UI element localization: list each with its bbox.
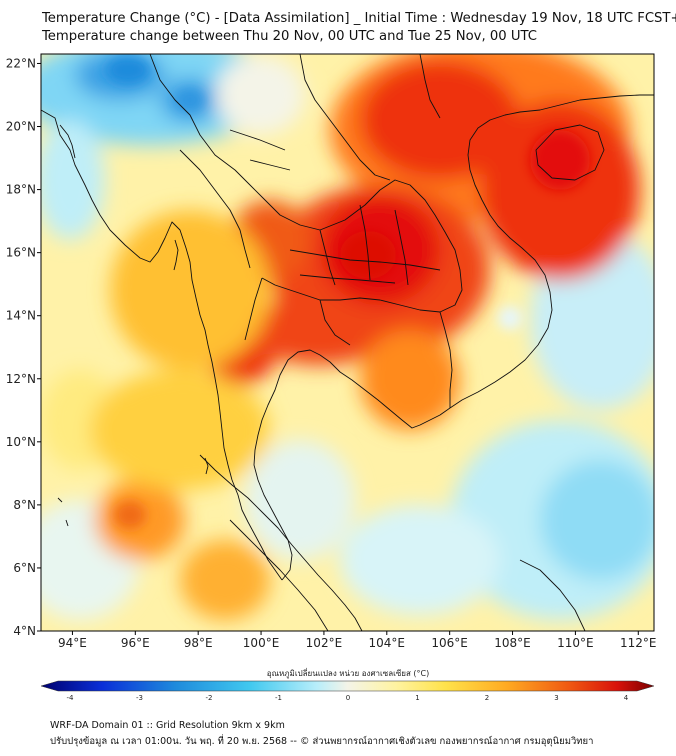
lon-tick-label: 104°E — [369, 636, 406, 650]
latitude-axis: 22°N 20°N 18°N 16°N 14°N 12°N 10°N 8°N 6°N 4°N — [6, 56, 41, 638]
map-subtitle: Temperature change between Thu 20 Nov, 0… — [42, 29, 537, 44]
lat-tick-label: 18°N — [6, 183, 36, 197]
map-frame — [40, 53, 655, 632]
lon-tick-label: 112°E — [620, 636, 657, 650]
lon-tick-label: 102°E — [306, 636, 343, 650]
lon-tick-label: 96°E — [121, 636, 150, 650]
colorbar-tick-label: -4 — [67, 694, 75, 702]
coastline-borders — [41, 54, 654, 631]
lat-tick-label: 8°N — [13, 498, 36, 512]
lat-tick-label: 22°N — [6, 56, 36, 70]
footer-credit: ปรับปรุงข้อมูล ณ เวลา 01:00น. วัน พฤ. ที… — [50, 736, 594, 747]
lat-tick-label: 16°N — [6, 246, 36, 260]
lon-tick-label: 98°E — [184, 636, 213, 650]
lat-tick-label: 20°N — [6, 120, 36, 134]
colorbar — [40, 680, 655, 692]
lat-tick-label: 10°N — [6, 435, 36, 449]
colorbar-tick-label: 0 — [346, 694, 350, 702]
colorbar-tick-label: -3 — [136, 694, 143, 702]
colorbar-tick-label: 3 — [554, 694, 558, 702]
colorbar-tick-label: -2 — [206, 694, 213, 702]
temperature-field — [41, 54, 654, 631]
lon-tick-label: 100°E — [243, 636, 280, 650]
colorbar-tick-label: 1 — [415, 694, 419, 702]
colorbar-ticks: -4 -3 -2 -1 0 1 2 3 4 — [67, 694, 629, 702]
colorbar-label: อุณหภูมิเปลี่ยนแปลง หน่วย องศาเซลเซียส (… — [267, 667, 429, 679]
colorbar-tick-label: 4 — [624, 694, 629, 702]
lat-tick-label: 4°N — [13, 624, 36, 638]
colorbar-tick-label: 2 — [485, 694, 489, 702]
lon-tick-label: 106°E — [431, 636, 468, 650]
map-title: Temperature Change (°C) - [Data Assimila… — [42, 11, 676, 26]
lat-tick-label: 6°N — [13, 561, 36, 575]
lat-tick-label: 14°N — [6, 309, 36, 323]
footer-model-info: WRF-DA Domain 01 :: Grid Resolution 9km … — [50, 720, 285, 731]
lon-tick-label: 94°E — [58, 636, 87, 650]
lon-tick-label: 108°E — [494, 636, 531, 650]
longitude-axis: 94°E 96°E 98°E 100°E 102°E 104°E 106°E 108°E 110… — [58, 631, 657, 650]
lat-tick-label: 12°N — [6, 372, 36, 386]
colorbar-tick-label: -1 — [275, 694, 282, 702]
lon-tick-label: 110°E — [557, 636, 594, 650]
